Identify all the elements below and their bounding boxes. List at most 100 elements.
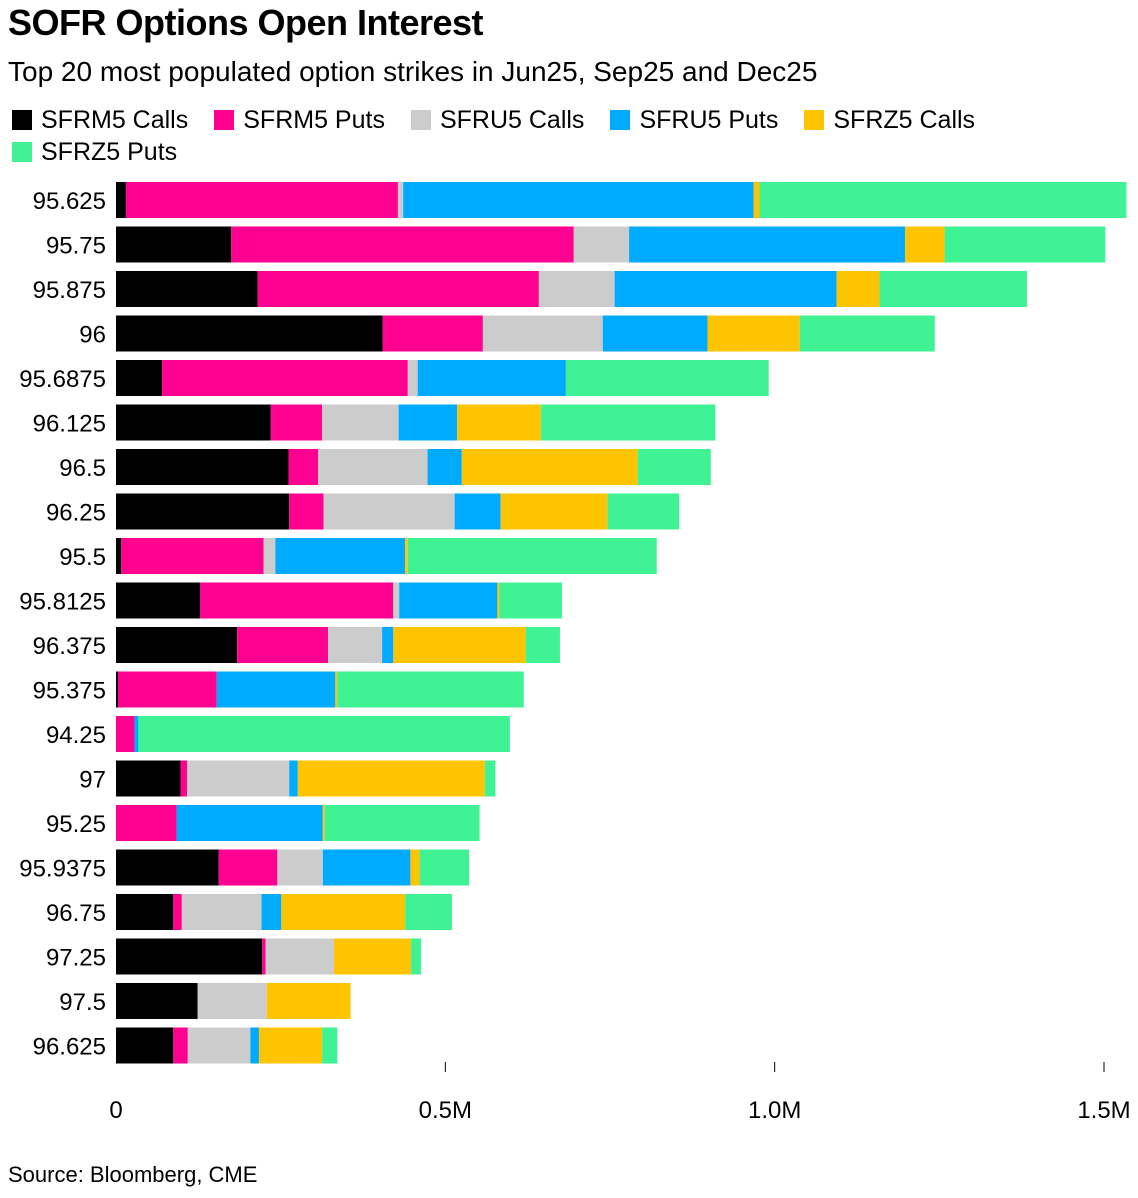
bar-segment	[116, 538, 122, 574]
legend-label: SFRM5 Puts	[243, 105, 385, 134]
bar-segment	[318, 449, 428, 485]
legend-swatch	[610, 110, 631, 130]
bar-segment	[288, 449, 319, 485]
bar-segment	[116, 582, 201, 619]
bar-segment	[540, 404, 716, 441]
bar-segment	[334, 938, 412, 975]
category-label: 95.8125	[19, 589, 106, 616]
legend-label: SFRU5 Puts	[639, 105, 779, 134]
bar-segment	[116, 404, 271, 441]
stacked-bar-chart: 0 0.5M 1.0M 1.5M 95.625 95.75 95.875 96 95.6875 9…	[19, 182, 1131, 1124]
bar-segment	[707, 315, 800, 352]
bar-segment	[573, 226, 630, 263]
bar-segment	[176, 805, 323, 841]
bar-segment	[538, 271, 615, 307]
bar-segment	[410, 849, 420, 886]
bar-segment	[525, 627, 560, 663]
bar-segment	[266, 983, 351, 1019]
legend-label: SFRU5 Calls	[439, 105, 585, 134]
bar-segment	[398, 404, 458, 441]
category-label: 95.375	[33, 678, 106, 705]
legend-label: SFRZ5 Calls	[833, 105, 976, 134]
category-label: 96.5	[59, 455, 106, 482]
bar-segment	[411, 938, 421, 975]
category-label: 94.25	[46, 722, 106, 749]
bar-segment	[116, 182, 126, 218]
bar-segment	[944, 226, 1106, 263]
x-tick-label: 0.5M	[419, 1097, 472, 1124]
bar-segment	[328, 627, 383, 663]
source-note: Source: Bloomberg, CME	[8, 1162, 258, 1187]
bar-segment	[116, 493, 290, 530]
bar-segment	[335, 671, 338, 708]
bar-segment	[289, 760, 298, 797]
bar-segment	[116, 271, 258, 307]
category-label: 95.25	[46, 811, 106, 838]
bar-segment	[231, 226, 574, 263]
category-label: 95.9375	[19, 856, 106, 883]
category-label: 96	[79, 322, 106, 349]
bar-segment	[116, 671, 118, 708]
bar-segment	[382, 627, 394, 663]
category-label: 95.875	[33, 277, 106, 304]
category-label: 96.625	[33, 1034, 106, 1061]
bar-segment	[879, 271, 1027, 307]
category-label: 97.25	[46, 945, 106, 972]
legend-swatch	[214, 110, 235, 130]
bar-segment	[602, 315, 708, 352]
bar-segment	[187, 760, 290, 797]
legend-swatch	[12, 110, 32, 130]
bar-segment	[116, 627, 238, 663]
bar-segment	[275, 538, 406, 574]
bar-segment	[262, 938, 266, 975]
legend-swatch	[12, 142, 32, 162]
bar-segment	[116, 760, 181, 797]
bar-segment	[393, 582, 400, 619]
x-tick-label: 0	[109, 1097, 122, 1124]
bar-segment	[173, 894, 182, 930]
legend: SFRM5 Calls SFRM5 Puts SFRU5 Calls SFRU5 Pu…	[12, 104, 1122, 168]
bar-segment	[500, 493, 608, 530]
bar-segment	[162, 360, 408, 396]
category-label: 97.5	[59, 989, 106, 1016]
bar-segment	[461, 449, 638, 485]
bar-segment	[836, 271, 880, 307]
bar-segment	[297, 760, 485, 797]
legend-swatch	[804, 110, 825, 130]
bar-segment	[419, 849, 470, 886]
legend-item: SFRU5 Puts	[610, 104, 778, 136]
legend-item: SFRZ5 Puts	[12, 136, 177, 168]
bar-segment	[637, 449, 711, 485]
bar-segment	[258, 1027, 323, 1064]
category-label: 95.6875	[19, 366, 106, 393]
bar-segment	[499, 582, 562, 619]
legend-label: SFRM5 Calls	[41, 105, 189, 134]
bar-segment	[405, 894, 452, 930]
bar-segment	[121, 538, 264, 574]
bar-segment	[197, 983, 267, 1019]
bar-segment	[484, 760, 496, 797]
bar-segment	[324, 805, 480, 841]
bar-segment	[116, 360, 163, 396]
bar-segment	[393, 627, 526, 663]
bar-segment	[607, 493, 680, 530]
bar-segment	[270, 404, 323, 441]
bar-segment	[116, 449, 289, 485]
bar-segment	[116, 716, 135, 752]
legend-item: SFRZ5 Calls	[804, 104, 975, 136]
bar-segment	[565, 360, 769, 396]
x-tick-label: 1.5M	[1077, 1097, 1130, 1124]
bar-segment	[116, 805, 177, 841]
bar-segment	[629, 226, 906, 263]
legend-swatch	[410, 110, 431, 130]
legend-item: SFRM5 Calls	[12, 104, 188, 136]
bar-segment	[753, 182, 760, 218]
legend-label: SFRZ5 Puts	[41, 137, 178, 166]
category-label: 95.625	[33, 188, 106, 215]
bar-segment	[799, 315, 935, 352]
bar-segment	[116, 315, 383, 352]
bar-segment	[218, 849, 278, 886]
bar-segment	[257, 271, 539, 307]
bar-segment	[399, 582, 498, 619]
bar-segment	[277, 849, 323, 886]
